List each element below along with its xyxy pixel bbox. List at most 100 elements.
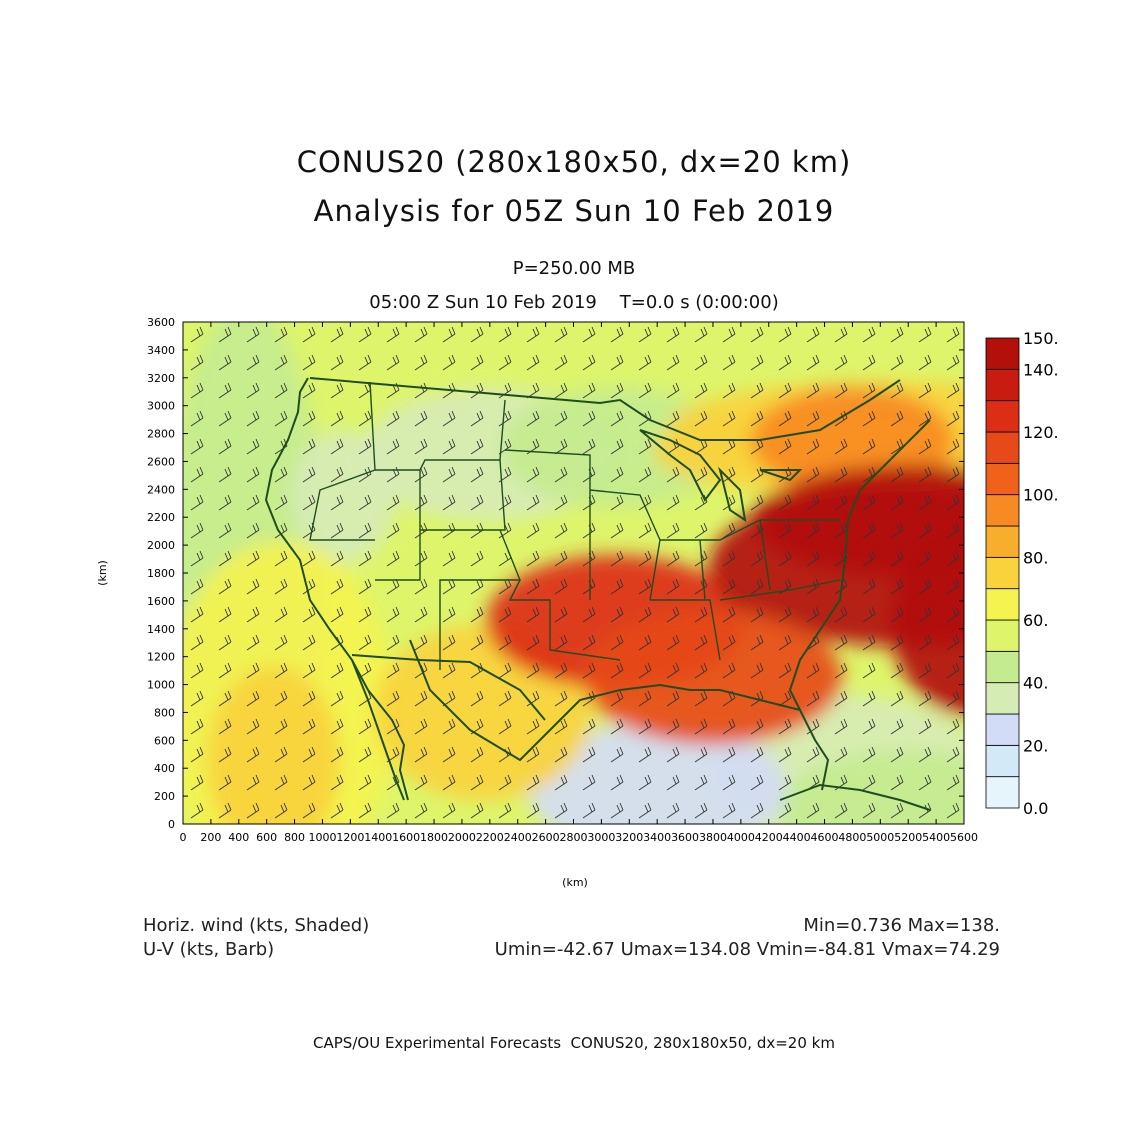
wind-barb	[862, 382, 876, 399]
wind-barb	[470, 774, 484, 791]
map-subtitle: Analysis for 05Z Sun 10 Feb 2019	[313, 194, 835, 228]
colorbar-bin	[985, 368, 1020, 402]
wind-barb	[890, 466, 904, 483]
colorbar-bin	[985, 337, 1020, 370]
wind-barb	[806, 438, 820, 455]
wind-barb	[862, 550, 876, 567]
x-tick-label: 4200	[755, 831, 783, 844]
wind-barb	[526, 774, 540, 791]
x-tick-label: 2800	[560, 831, 588, 844]
wind-barb	[190, 606, 204, 623]
wind-barb	[330, 494, 344, 511]
wind-barb	[778, 410, 792, 427]
wind-barb	[414, 578, 428, 595]
wind-barb	[470, 634, 484, 651]
wind-barb	[722, 550, 736, 567]
wind-barb	[218, 382, 232, 399]
wind-barb	[358, 606, 372, 623]
wind-barb	[442, 354, 456, 371]
wind-barb	[330, 746, 344, 763]
cuba	[779, 783, 931, 811]
wind-barb	[442, 522, 456, 539]
wind-barb	[246, 326, 260, 343]
wind-barb	[638, 522, 652, 539]
wind-barb	[778, 326, 792, 343]
wind-barb	[386, 662, 400, 679]
wind-barb	[666, 494, 680, 511]
wind-barb	[918, 746, 932, 763]
wind-barb	[750, 410, 764, 427]
wind-barb	[274, 802, 288, 819]
wind-barb	[246, 438, 260, 455]
y-tick-label: 1200	[147, 651, 175, 664]
colorbar-label: 100.	[1023, 486, 1059, 505]
wind-barb	[750, 354, 764, 371]
wind-barb	[666, 662, 680, 679]
wind-barb	[638, 550, 652, 567]
wind-barb	[750, 550, 764, 567]
x-tick-label: 1800	[420, 831, 448, 844]
wind-barb	[666, 410, 680, 427]
wind-barb	[946, 718, 960, 735]
wind-barb	[946, 354, 960, 371]
wind-barb	[890, 746, 904, 763]
wind-barb	[666, 690, 680, 707]
x-tick-label: 5600	[950, 831, 978, 844]
wind-barb	[302, 354, 316, 371]
wind-barb	[834, 438, 848, 455]
wind-barb	[302, 438, 316, 455]
wind-barb	[890, 662, 904, 679]
wind-barb	[218, 354, 232, 371]
wind-barb	[218, 522, 232, 539]
wind-barb	[554, 634, 568, 651]
wind-barb	[918, 718, 932, 735]
wind-barb	[666, 522, 680, 539]
wind-barb	[358, 550, 372, 567]
wind-barb	[918, 410, 932, 427]
wind-barb	[890, 550, 904, 567]
wind-barb	[526, 690, 540, 707]
coastline-west	[264, 377, 409, 801]
wind-barb	[470, 746, 484, 763]
wind-barb	[946, 438, 960, 455]
colorbar-label: 40.	[1023, 674, 1048, 693]
wind-barb	[470, 410, 484, 427]
wind-barb	[330, 438, 344, 455]
wind-barb	[358, 354, 372, 371]
wind-barb	[246, 662, 260, 679]
wind-barb	[722, 354, 736, 371]
wind-barb	[358, 578, 372, 595]
wind-barb	[834, 634, 848, 651]
wind-barb	[862, 494, 876, 511]
wind-barb	[666, 718, 680, 735]
colorbar-label: 60.	[1023, 611, 1048, 630]
colorbar-bin	[985, 431, 1020, 464]
wind-barb	[750, 494, 764, 511]
wind-barb	[414, 438, 428, 455]
wind-barb	[610, 802, 624, 819]
colorbar-bin	[985, 556, 1020, 590]
colorbar-bin	[985, 494, 1020, 527]
wind-barb	[442, 746, 456, 763]
wind-barb	[246, 522, 260, 539]
wind-barb	[190, 438, 204, 455]
wind-barb	[722, 606, 736, 623]
wind-barb	[778, 606, 792, 623]
wind-barb	[750, 578, 764, 595]
wind-barb	[778, 634, 792, 651]
wind-barb	[890, 774, 904, 791]
wind-barb	[610, 634, 624, 651]
wind-barb	[358, 494, 372, 511]
wind-barb	[694, 382, 708, 399]
wind-barb	[274, 690, 288, 707]
wind-barb	[302, 326, 316, 343]
wind-barb	[890, 494, 904, 511]
wind-barb	[302, 690, 316, 707]
wind-barb	[358, 438, 372, 455]
wind-barb	[190, 662, 204, 679]
y-tick-label: 2800	[147, 428, 175, 441]
wind-barb	[834, 606, 848, 623]
wind-barb	[946, 746, 960, 763]
wind-barb	[414, 802, 428, 819]
